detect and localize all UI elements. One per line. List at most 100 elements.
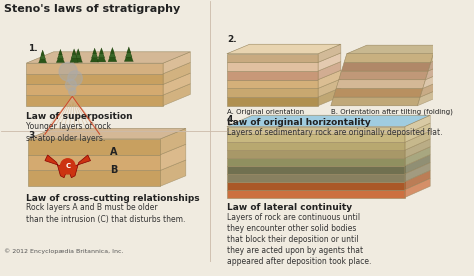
Polygon shape <box>227 150 405 158</box>
Text: Law of cross-cutting relationships: Law of cross-cutting relationships <box>26 194 200 203</box>
Polygon shape <box>418 89 440 106</box>
Text: B. Orientation after tilting (folding): B. Orientation after tilting (folding) <box>331 108 453 115</box>
Polygon shape <box>26 63 163 74</box>
Polygon shape <box>59 49 62 55</box>
Polygon shape <box>227 62 318 71</box>
Polygon shape <box>56 52 64 63</box>
Polygon shape <box>163 52 191 74</box>
Polygon shape <box>336 80 426 88</box>
Polygon shape <box>76 49 80 54</box>
Polygon shape <box>109 49 116 57</box>
Polygon shape <box>163 84 191 106</box>
Polygon shape <box>127 47 131 53</box>
Polygon shape <box>318 62 341 80</box>
Text: Younger layers of rock
sit atop older layers.: Younger layers of rock sit atop older la… <box>26 122 111 143</box>
Polygon shape <box>318 79 341 97</box>
Polygon shape <box>405 123 430 142</box>
Circle shape <box>65 79 76 91</box>
Text: 3.: 3. <box>28 131 37 140</box>
Polygon shape <box>405 131 430 150</box>
Polygon shape <box>405 139 430 158</box>
Polygon shape <box>163 62 191 84</box>
Polygon shape <box>70 52 78 62</box>
Polygon shape <box>160 129 186 155</box>
Text: Law of lateral continuity: Law of lateral continuity <box>227 203 352 212</box>
Polygon shape <box>45 155 68 178</box>
Text: Steno's laws of stratigraphy: Steno's laws of stratigraphy <box>4 4 181 14</box>
Polygon shape <box>428 54 451 71</box>
Polygon shape <box>318 70 341 88</box>
Polygon shape <box>91 50 98 58</box>
Polygon shape <box>405 171 430 190</box>
Polygon shape <box>405 163 430 182</box>
Polygon shape <box>318 44 341 62</box>
Polygon shape <box>39 53 46 63</box>
Polygon shape <box>124 50 133 62</box>
Polygon shape <box>344 54 433 62</box>
Polygon shape <box>40 51 46 59</box>
Text: Law of superposition: Law of superposition <box>26 112 133 121</box>
Polygon shape <box>160 144 186 171</box>
Polygon shape <box>334 88 423 97</box>
Polygon shape <box>74 52 82 62</box>
Polygon shape <box>405 115 430 134</box>
Polygon shape <box>163 73 191 95</box>
Polygon shape <box>57 51 64 59</box>
Polygon shape <box>28 139 160 155</box>
Text: Law of original horizontality: Law of original horizontality <box>227 118 371 127</box>
Polygon shape <box>75 50 81 58</box>
Text: Layers of rock are continuous until
they encounter other solid bodies
that block: Layers of rock are continuous until they… <box>227 213 371 266</box>
Text: A. Original orientation: A. Original orientation <box>227 108 304 115</box>
Polygon shape <box>91 51 99 62</box>
Polygon shape <box>108 51 117 62</box>
Polygon shape <box>100 48 103 54</box>
Polygon shape <box>41 50 45 55</box>
Polygon shape <box>431 45 454 62</box>
Polygon shape <box>347 45 454 54</box>
Polygon shape <box>126 48 132 57</box>
Polygon shape <box>26 95 163 106</box>
Polygon shape <box>341 62 431 71</box>
Polygon shape <box>318 87 341 106</box>
Polygon shape <box>110 47 114 53</box>
Polygon shape <box>405 178 430 198</box>
Polygon shape <box>97 51 106 62</box>
Polygon shape <box>93 48 97 54</box>
Circle shape <box>69 88 76 95</box>
Text: Rock layers A and B must be older
than the intrusion (C) that disturbs them.: Rock layers A and B must be older than t… <box>26 203 186 224</box>
Circle shape <box>68 71 82 86</box>
Polygon shape <box>227 174 405 182</box>
Polygon shape <box>160 160 186 186</box>
Polygon shape <box>26 52 191 63</box>
Polygon shape <box>26 84 163 95</box>
Polygon shape <box>71 50 77 59</box>
Polygon shape <box>227 127 405 134</box>
Polygon shape <box>98 49 105 58</box>
Polygon shape <box>28 171 160 186</box>
Polygon shape <box>227 166 405 174</box>
Polygon shape <box>68 155 91 178</box>
Text: C: C <box>65 163 70 169</box>
Polygon shape <box>227 71 318 80</box>
Circle shape <box>59 62 77 81</box>
Polygon shape <box>227 158 405 166</box>
Polygon shape <box>227 54 318 62</box>
Polygon shape <box>28 155 160 171</box>
Polygon shape <box>227 190 405 198</box>
Polygon shape <box>227 88 318 97</box>
Polygon shape <box>339 71 428 80</box>
Polygon shape <box>227 134 405 142</box>
Text: 1.: 1. <box>28 44 37 53</box>
Polygon shape <box>72 49 76 54</box>
Polygon shape <box>227 115 430 127</box>
Text: B: B <box>110 165 118 175</box>
Polygon shape <box>420 80 443 97</box>
Polygon shape <box>318 53 341 71</box>
Text: Layers of sedimentary rock are originally deposited flat.: Layers of sedimentary rock are originall… <box>227 128 442 137</box>
Polygon shape <box>426 63 448 80</box>
Polygon shape <box>405 147 430 166</box>
Polygon shape <box>28 129 186 139</box>
Polygon shape <box>227 97 318 106</box>
Circle shape <box>60 159 75 174</box>
Polygon shape <box>331 97 420 106</box>
